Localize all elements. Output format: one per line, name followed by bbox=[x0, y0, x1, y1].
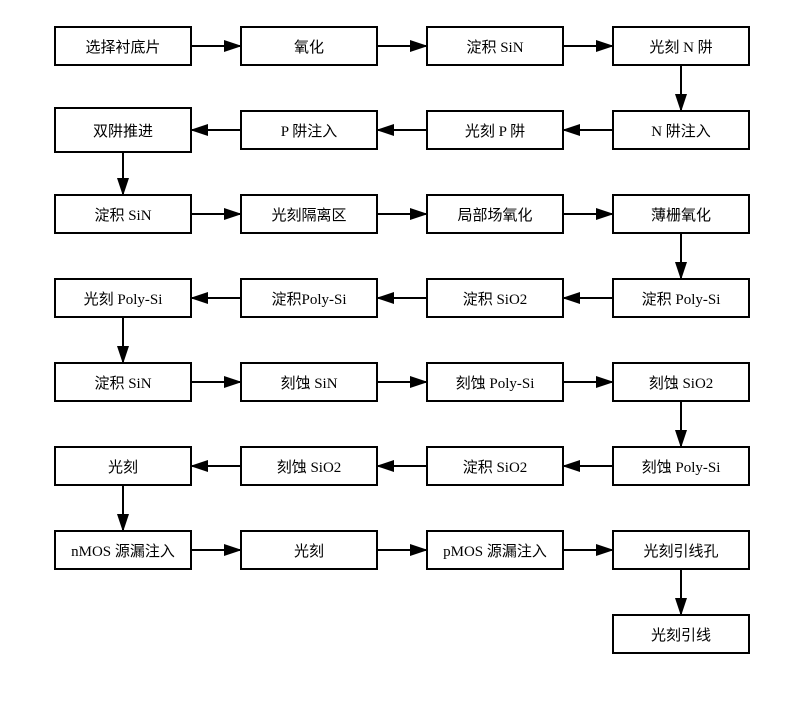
flow-node: 选择衬底片 bbox=[54, 26, 192, 66]
flow-node: 淀积 Poly-Si bbox=[612, 278, 750, 318]
flow-node: 淀积Poly-Si bbox=[240, 278, 378, 318]
flow-node: 刻蚀 SiO2 bbox=[612, 362, 750, 402]
flow-node: 淀积 SiN bbox=[426, 26, 564, 66]
flow-node: 氧化 bbox=[240, 26, 378, 66]
flow-node: 光刻 P 阱 bbox=[426, 110, 564, 150]
flow-node: nMOS 源漏注入 bbox=[54, 530, 192, 570]
flow-node: 双阱推进 bbox=[54, 107, 192, 153]
flow-node: 淀积 SiO2 bbox=[426, 278, 564, 318]
flowchart-canvas: 选择衬底片氧化淀积 SiN光刻 N 阱双阱推进P 阱注入光刻 P 阱N 阱注入淀… bbox=[0, 0, 800, 720]
flow-node: 薄栅氧化 bbox=[612, 194, 750, 234]
flow-node: P 阱注入 bbox=[240, 110, 378, 150]
flow-node: 光刻 Poly-Si bbox=[54, 278, 192, 318]
flow-node: 光刻 N 阱 bbox=[612, 26, 750, 66]
flow-node: 光刻 bbox=[240, 530, 378, 570]
flow-node: pMOS 源漏注入 bbox=[426, 530, 564, 570]
flow-node: 刻蚀 Poly-Si bbox=[612, 446, 750, 486]
flow-node: 刻蚀 SiN bbox=[240, 362, 378, 402]
flow-node: 局部场氧化 bbox=[426, 194, 564, 234]
flow-node: 刻蚀 Poly-Si bbox=[426, 362, 564, 402]
flow-node: N 阱注入 bbox=[612, 110, 750, 150]
flow-node: 淀积 SiN bbox=[54, 362, 192, 402]
flow-node: 光刻隔离区 bbox=[240, 194, 378, 234]
flow-node: 淀积 SiN bbox=[54, 194, 192, 234]
flow-node: 光刻 bbox=[54, 446, 192, 486]
flow-node: 淀积 SiO2 bbox=[426, 446, 564, 486]
flow-node: 刻蚀 SiO2 bbox=[240, 446, 378, 486]
flow-node: 光刻引线孔 bbox=[612, 530, 750, 570]
flow-node: 光刻引线 bbox=[612, 614, 750, 654]
